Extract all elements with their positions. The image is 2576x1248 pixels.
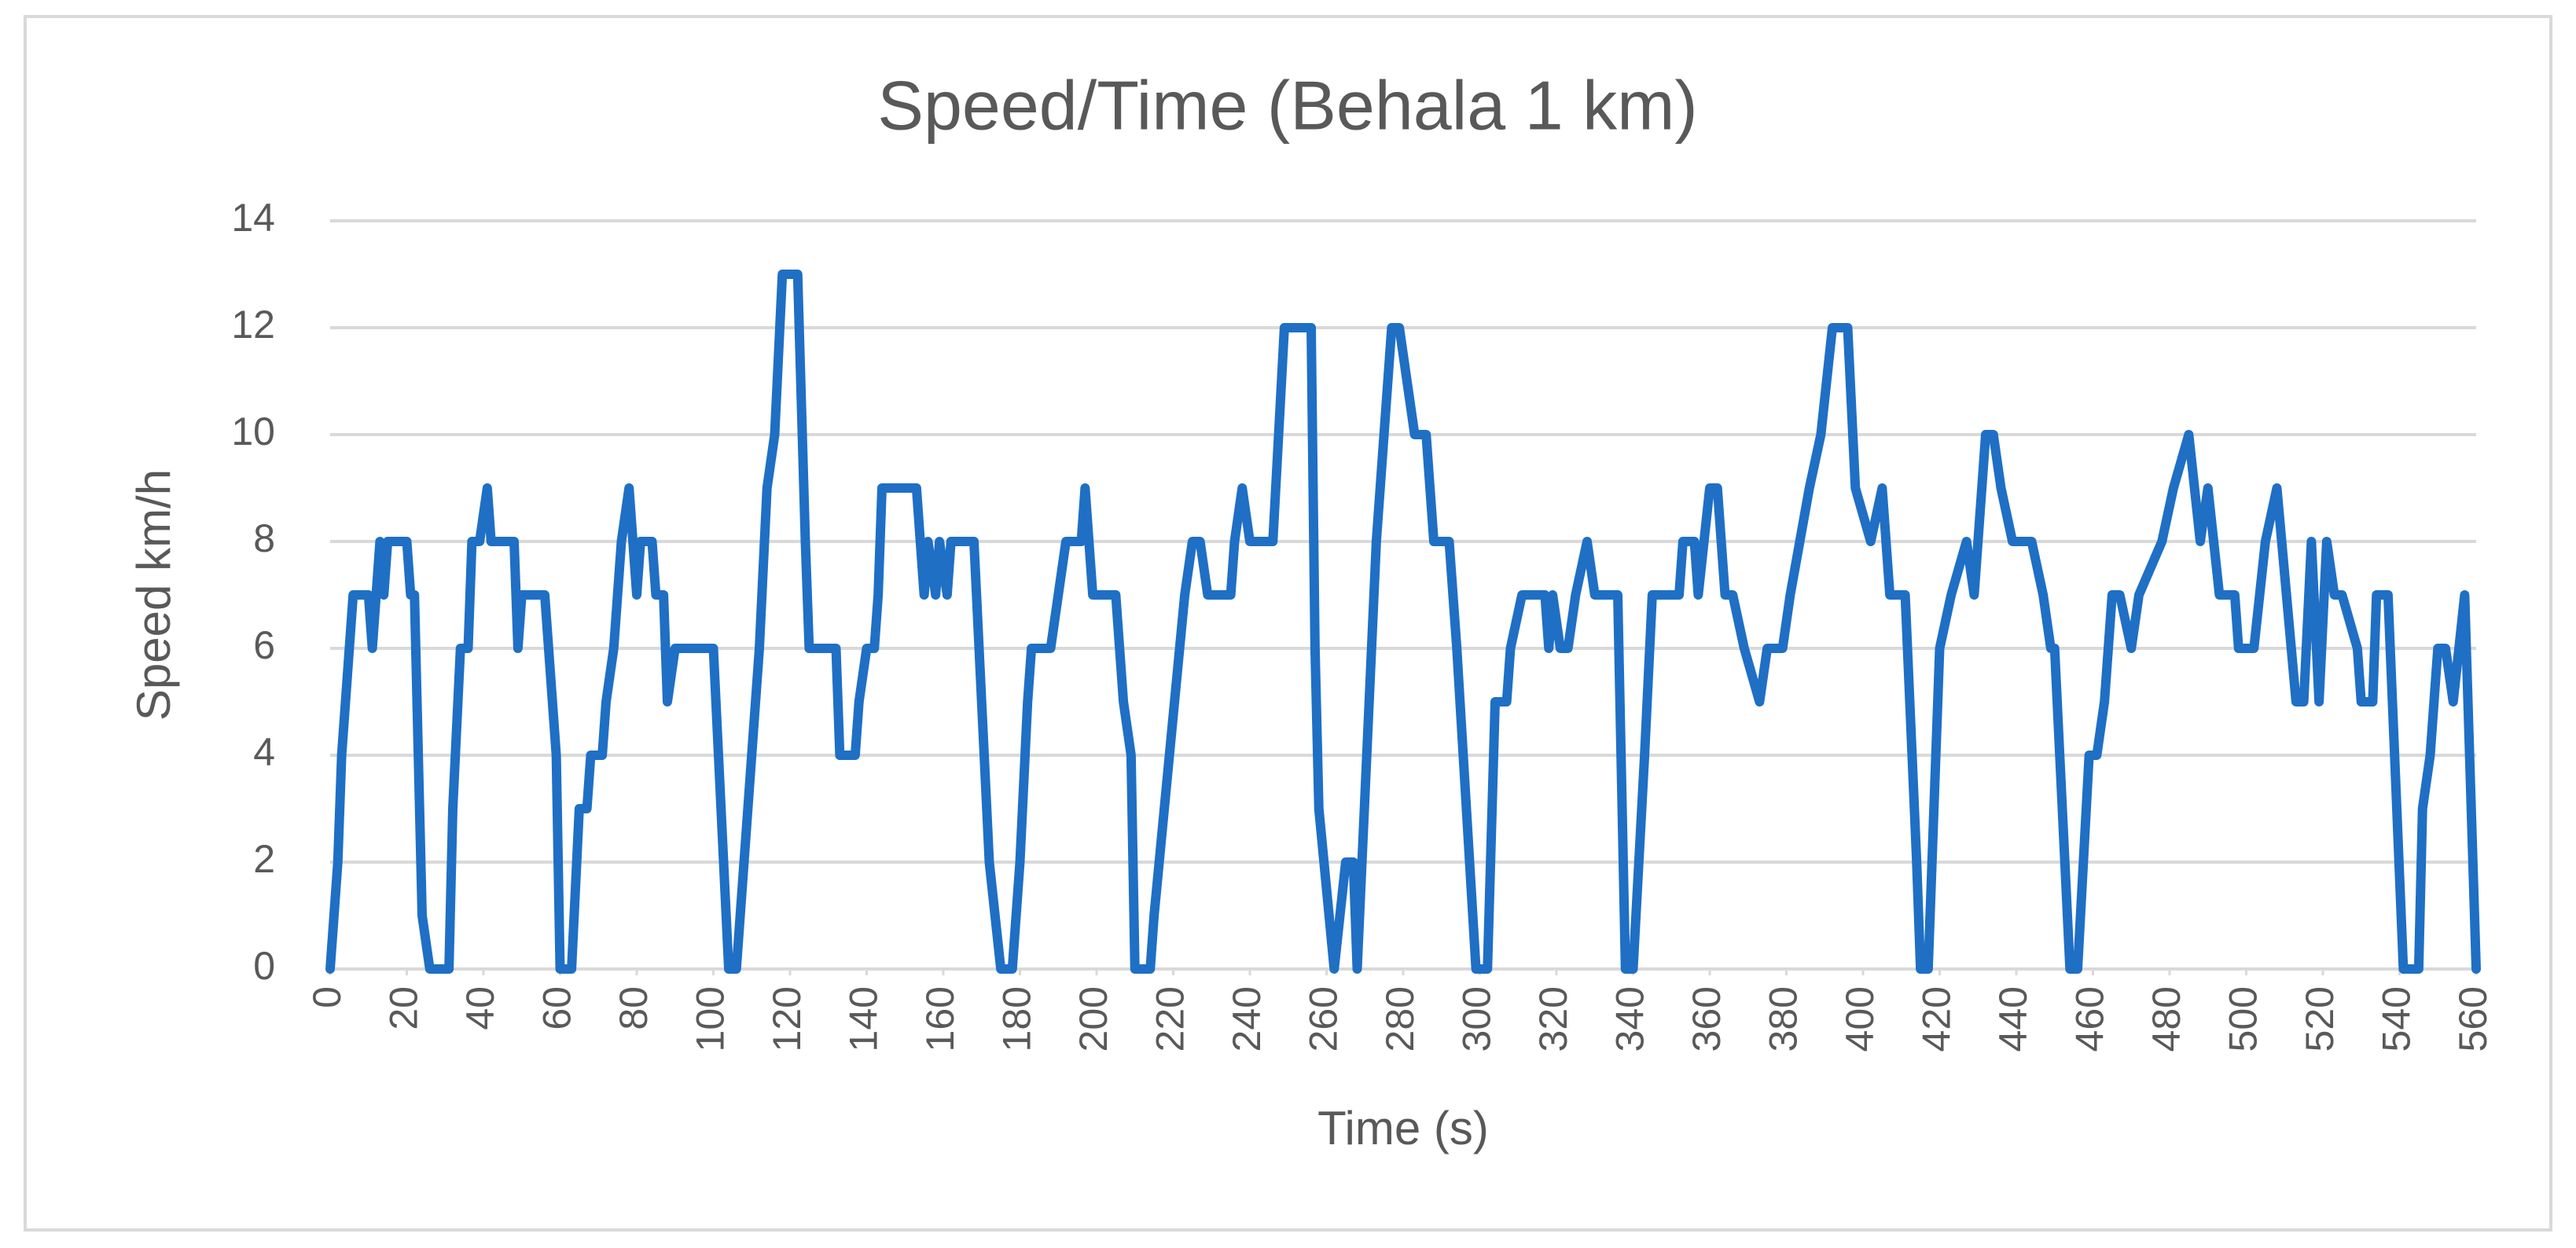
x-tick-label: 560 bbox=[2451, 986, 2495, 1052]
x-tick-label: 40 bbox=[458, 986, 502, 1030]
x-tick-label: 300 bbox=[1455, 986, 1499, 1052]
x-tick-label: 460 bbox=[2068, 986, 2112, 1052]
x-tick-label: 420 bbox=[1915, 986, 1959, 1052]
y-axis-title: Speed km/h bbox=[127, 469, 180, 721]
x-tick-label: 0 bbox=[305, 986, 349, 1008]
chart-title: Speed/Time (Behala 1 km) bbox=[877, 66, 1697, 144]
x-tick-label: 480 bbox=[2144, 986, 2188, 1052]
x-tick-label: 360 bbox=[1685, 986, 1729, 1052]
x-tick-label: 160 bbox=[918, 986, 962, 1052]
y-tick-label: 2 bbox=[253, 837, 275, 881]
x-tick-label: 520 bbox=[2298, 986, 2342, 1052]
x-tick-label: 100 bbox=[689, 986, 733, 1052]
x-tick-label: 240 bbox=[1225, 986, 1269, 1052]
x-tick-label: 280 bbox=[1378, 986, 1422, 1052]
y-tick-label: 14 bbox=[231, 196, 275, 240]
x-tick-label: 20 bbox=[382, 986, 426, 1030]
x-tick-label: 440 bbox=[1991, 986, 2035, 1052]
x-tick-label: 500 bbox=[2221, 986, 2265, 1052]
x-tick-label: 220 bbox=[1148, 986, 1192, 1052]
y-tick-label: 8 bbox=[253, 516, 275, 560]
x-tick-label: 60 bbox=[535, 986, 579, 1030]
x-tick-label: 380 bbox=[1762, 986, 1806, 1052]
x-axis-title: Time (s) bbox=[1317, 1102, 1489, 1154]
x-tick-label: 200 bbox=[1071, 986, 1115, 1052]
y-tick-label: 4 bbox=[253, 730, 275, 774]
line-series bbox=[325, 270, 2481, 974]
x-tick-label: 80 bbox=[612, 986, 656, 1030]
y-tick-label: 10 bbox=[231, 409, 275, 453]
x-tick-label: 260 bbox=[1302, 986, 1346, 1052]
x-tick-label: 120 bbox=[765, 986, 809, 1052]
x-tick-label: 340 bbox=[1608, 986, 1652, 1052]
x-tick-label: 320 bbox=[1531, 986, 1575, 1052]
y-tick-label: 0 bbox=[253, 944, 275, 988]
x-tick-label: 540 bbox=[2375, 986, 2419, 1052]
y-tick-label: 12 bbox=[231, 303, 275, 347]
x-tick-label: 180 bbox=[995, 986, 1039, 1052]
x-tick-label: 140 bbox=[842, 986, 886, 1052]
y-tick-label: 6 bbox=[253, 623, 275, 667]
x-tick-label: 400 bbox=[1838, 986, 1882, 1052]
